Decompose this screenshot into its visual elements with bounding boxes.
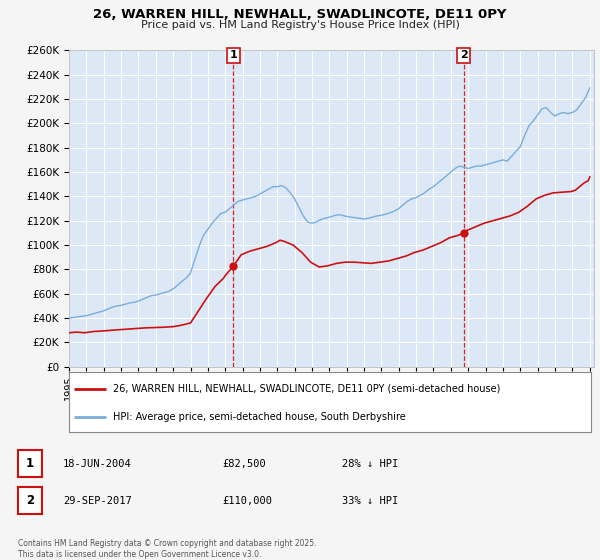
Text: Price paid vs. HM Land Registry's House Price Index (HPI): Price paid vs. HM Land Registry's House … [140,20,460,30]
Text: £110,000: £110,000 [222,496,272,506]
Text: 26, WARREN HILL, NEWHALL, SWADLINCOTE, DE11 0PY (semi-detached house): 26, WARREN HILL, NEWHALL, SWADLINCOTE, D… [113,384,501,394]
Text: 29-SEP-2017: 29-SEP-2017 [63,496,132,506]
Text: 18-JUN-2004: 18-JUN-2004 [63,459,132,469]
Text: HPI: Average price, semi-detached house, South Derbyshire: HPI: Average price, semi-detached house,… [113,412,406,422]
Text: 33% ↓ HPI: 33% ↓ HPI [342,496,398,506]
Text: £82,500: £82,500 [222,459,266,469]
Text: 26, WARREN HILL, NEWHALL, SWADLINCOTE, DE11 0PY: 26, WARREN HILL, NEWHALL, SWADLINCOTE, D… [93,8,507,21]
Text: 1: 1 [229,50,237,60]
Text: Contains HM Land Registry data © Crown copyright and database right 2025.
This d: Contains HM Land Registry data © Crown c… [18,539,317,559]
Text: 1: 1 [26,457,34,470]
Text: 28% ↓ HPI: 28% ↓ HPI [342,459,398,469]
Text: 2: 2 [460,50,467,60]
Text: 2: 2 [26,494,34,507]
